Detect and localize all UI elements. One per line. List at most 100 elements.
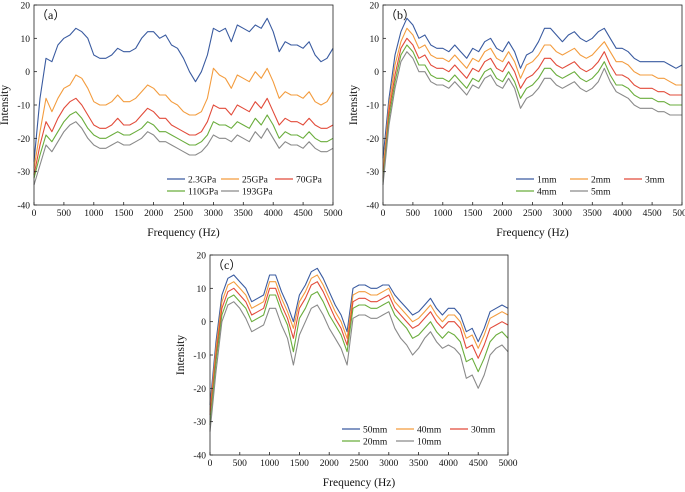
panel-c-xtick-label-6: 3000 — [379, 459, 398, 469]
panel-b-ytick-label-3: -10 — [366, 102, 379, 112]
panel-c-xtick-label-2: 1000 — [260, 459, 279, 469]
panel-c-xtick-label-0: 0 — [208, 459, 213, 469]
panel-b-legend-label-4mm: 4mm — [537, 188, 557, 198]
panel-b-xtick-label-10: 5000 — [673, 209, 685, 219]
panel-b-legend-label-5mm: 5mm — [591, 188, 611, 198]
panel-b-ticks: 0 500 1000 1500 2000 2500 3000 3500 4000 4500 5000… — [366, 2, 685, 220]
panel-c-xlabel: Frequency (Hz) — [323, 477, 396, 489]
panel-c-xtick-label-9: 4500 — [469, 459, 488, 469]
panel-b-series-4mm — [382, 44, 682, 182]
panel-b-series-3mm — [382, 37, 682, 179]
panel-a-legend-label-25GPa: 25GPa — [242, 176, 269, 186]
panel-a-xtick-label-5: 2500 — [174, 209, 193, 219]
panel-c-xtick-label-4: 2000 — [320, 459, 339, 469]
panel-b-xtick-label-4: 2000 — [493, 209, 512, 219]
panel-b-xtick-label-6: 3000 — [553, 209, 572, 219]
panel-c-ytick-label-1: -30 — [193, 418, 206, 428]
panel-c-series-10mm — [209, 301, 509, 432]
panel-a-frame — [33, 4, 334, 206]
panel-c-xtick-label-7: 3500 — [409, 459, 428, 469]
panel-b-series-2mm — [382, 27, 682, 172]
panel-b-xlabel: Frequency (Hz) — [496, 227, 569, 239]
panel-a-ytick-label-6: 20 — [21, 2, 31, 12]
panel-a-ytick-label-4: 0 — [25, 68, 30, 78]
panel-b-legend-label-3mm: 3mm — [645, 176, 665, 186]
panel-a-ytick-label-1: -30 — [17, 168, 30, 178]
panel-a-xtick-label-1: 500 — [57, 209, 72, 219]
panel-c-series-20mm — [209, 291, 509, 426]
panel-a-series-110GPa — [33, 111, 334, 179]
panel-c-series-50mm — [209, 267, 509, 406]
panel-a-legend: 2.3GPa 25GPa 70GPa 110GPa 193GPa — [167, 176, 323, 198]
panel-c-series-layer — [209, 267, 509, 432]
panel-a-xtick-label-6: 3000 — [204, 209, 223, 219]
panel-c-legend: 50mm 40mm 30mm 20mm 10mm — [342, 426, 496, 448]
panel-a-ytick-label-5: 10 — [21, 35, 31, 45]
panel-a-label: （a） — [36, 8, 65, 22]
panel-c-ytick-label-4: 0 — [201, 318, 206, 328]
panel-b-ytick-label-1: -30 — [366, 168, 379, 178]
panel-a-series-25GPa — [33, 67, 334, 169]
panel-c: 0 500 1000 1500 2000 2500 3000 3500 4000 4500 5000… — [175, 252, 518, 490]
panel-c-xtick-label-1: 500 — [233, 459, 248, 469]
panel-a-xtick-label-2: 1000 — [84, 209, 103, 219]
panel-c-legend-label-50mm: 50mm — [363, 426, 388, 436]
panel-b-xtick-label-9: 4500 — [643, 209, 662, 219]
panel-c-legend-label-20mm: 20mm — [363, 438, 388, 448]
panel-a-xtick-label-10: 5000 — [324, 209, 343, 219]
panel-a-xtick-label-8: 4000 — [264, 209, 283, 219]
panel-a-ytick-label-0: -40 — [17, 202, 30, 212]
panel-a-xtick-label-0: 0 — [32, 209, 37, 219]
panel-a-xtick-label-3: 1500 — [114, 209, 133, 219]
panel-c-xtick-label-10: 5000 — [499, 459, 518, 469]
panel-b-xtick-label-3: 1500 — [463, 209, 482, 219]
panel-c-ytick-label-5: 10 — [197, 285, 207, 295]
panel-c-legend-label-30mm: 30mm — [471, 426, 496, 436]
panel-b-legend-label-1mm: 1mm — [537, 176, 557, 186]
panel-a-ytick-label-2: -20 — [17, 135, 30, 145]
panel-c-xtick-label-5: 2500 — [350, 459, 369, 469]
panel-a-series-193GPa — [33, 121, 334, 186]
panel-a-series-70GPa — [33, 97, 334, 176]
panel-b-ytick-label-0: -40 — [366, 202, 379, 212]
panel-c-xtick-label-8: 4000 — [439, 459, 458, 469]
panel-a-xlabel: Frequency (Hz) — [147, 227, 220, 239]
panel-b-ylabel: Intensity — [348, 85, 360, 125]
panel-b-series-1mm — [382, 17, 683, 159]
panel-a-legend-label-110GPa: 110GPa — [188, 188, 219, 198]
panel-b: 0 500 1000 1500 2000 2500 3000 3500 4000 4500 5000… — [348, 2, 685, 240]
panel-b-xtick-label-2: 1000 — [433, 209, 452, 219]
panel-c-ylabel: Intensity — [175, 335, 187, 375]
panel-a-xtick-label-4: 2000 — [144, 209, 163, 219]
panel-c-ytick-label-0: -40 — [193, 452, 206, 462]
panel-a-legend-label-2.3GPa: 2.3GPa — [188, 176, 217, 186]
panel-b-xtick-label-5: 2500 — [523, 209, 542, 219]
panel-c-legend-label-10mm: 10mm — [417, 438, 442, 448]
panel-b-legend: 1mm 2mm 3mm 4mm 5mm — [516, 176, 665, 198]
panel-c-ytick-label-6: 20 — [197, 252, 207, 262]
panel-b-ytick-label-6: 20 — [370, 2, 380, 12]
panel-a-xtick-label-9: 4500 — [294, 209, 313, 219]
panel-a-ytick-label-3: -10 — [17, 102, 30, 112]
panel-b-legend-label-2mm: 2mm — [591, 176, 611, 186]
panel-b-ytick-label-2: -20 — [366, 135, 379, 145]
panel-b-frame — [382, 4, 683, 206]
panel-c-legend-label-40mm: 40mm — [417, 426, 442, 436]
panel-b-xtick-label-1: 500 — [406, 209, 421, 219]
panel-a-series-layer — [33, 17, 334, 186]
panel-a-ylabel: Intensity — [0, 85, 11, 125]
panel-c-ticks: 0 500 1000 1500 2000 2500 3000 3500 4000 4500 5000… — [193, 252, 517, 470]
panel-c-series-40mm — [209, 274, 509, 412]
panel-a-legend-label-70GPa: 70GPa — [296, 176, 323, 186]
panel-b-label: （b） — [385, 8, 415, 22]
panel-b-series-layer — [382, 17, 683, 186]
panel-b-xtick-label-7: 3500 — [583, 209, 602, 219]
panel-a-series-2.3GPa — [33, 17, 334, 162]
panel-a-legend-label-193GPa: 193GPa — [242, 188, 273, 198]
panel-b-xtick-label-0: 0 — [381, 209, 386, 219]
panel-c-series-30mm — [209, 281, 509, 416]
panel-c-xtick-label-3: 1500 — [290, 459, 309, 469]
panel-b-ytick-label-4: 0 — [374, 68, 379, 78]
panel-a-ticks: 0 500 1000 1500 2000 2500 3000 3500 4000 4500 5000… — [17, 2, 342, 220]
